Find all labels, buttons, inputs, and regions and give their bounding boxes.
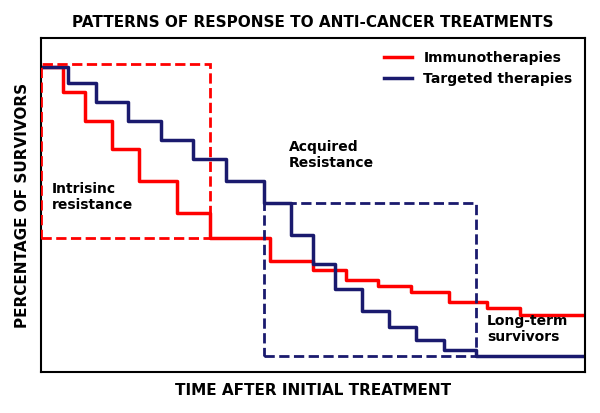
Bar — [41, 64, 210, 238]
Text: Long-term
survivors: Long-term survivors — [487, 314, 568, 344]
Y-axis label: PERCENTAGE OF SURVIVORS: PERCENTAGE OF SURVIVORS — [15, 83, 30, 328]
Legend: Immunotherapies, Targeted therapies: Immunotherapies, Targeted therapies — [379, 45, 578, 91]
Text: Intrisinc
resistance: Intrisinc resistance — [52, 182, 133, 212]
X-axis label: TIME AFTER INITIAL TREATMENT: TIME AFTER INITIAL TREATMENT — [175, 383, 451, 398]
Text: Acquired
Resistance: Acquired Resistance — [289, 140, 374, 170]
Bar — [264, 204, 476, 356]
Title: PATTERNS OF RESPONSE TO ANTI-CANCER TREATMENTS: PATTERNS OF RESPONSE TO ANTI-CANCER TREA… — [73, 15, 554, 30]
